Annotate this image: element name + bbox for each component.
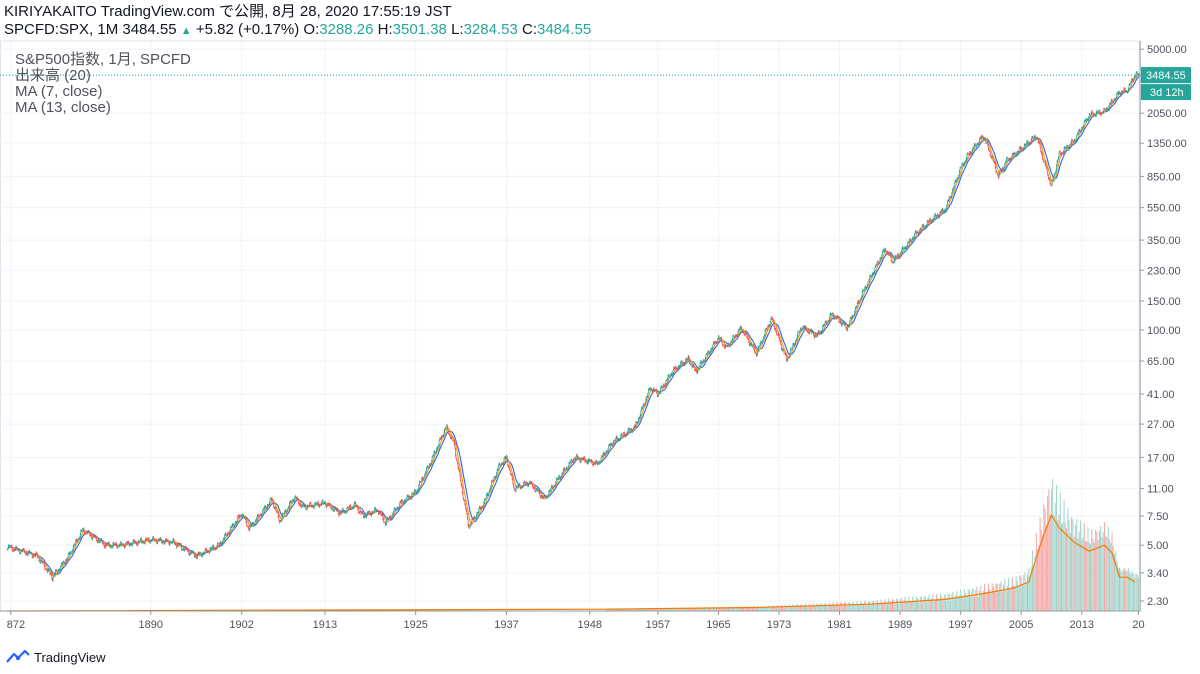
x-tick-label: 1890 — [139, 619, 163, 631]
close-label: C: — [522, 21, 537, 38]
open-value: 3288.26 — [319, 21, 374, 38]
x-tick-label: 1913 — [313, 619, 337, 631]
y-tick-label: 5000.00 — [1147, 44, 1187, 56]
y-tick-label: 27.00 — [1147, 419, 1175, 431]
legend-title[interactable]: S&P500指数, 1月, SPCFD — [15, 51, 191, 68]
x-tick-label: 1981 — [827, 619, 851, 631]
legend-ma13[interactable]: MA (13, close) — [15, 99, 111, 116]
y-tick-label: 150.00 — [1147, 296, 1181, 308]
x-tick-label: 1957 — [646, 619, 670, 631]
legend-ma7[interactable]: MA (7, close) — [15, 83, 103, 100]
time-axis: 872 1890 1902 1913 1925 1937 1948 1957 1965 1973 1… — [0, 610, 1145, 631]
x-tick-label: 1937 — [494, 619, 518, 631]
x-tick-label: 20 — [1132, 619, 1144, 631]
x-tick-label: 2013 — [1069, 619, 1093, 631]
x-tick-label: 2005 — [1009, 619, 1033, 631]
price-axis: 5000.003450.002050.001350.00850.00550.00… — [1139, 41, 1191, 611]
price-series — [0, 70, 1140, 582]
y-tick-label: 100.00 — [1147, 325, 1181, 337]
x-tick-label: 1997 — [948, 619, 972, 631]
tradingview-brand-text: TradingView — [34, 649, 106, 665]
countdown-badge-bg — [1141, 84, 1191, 101]
x-tick-label: 1902 — [229, 619, 253, 631]
legend-volume[interactable]: 出来高 (20) — [15, 67, 91, 84]
last-price-badge-bg — [1141, 67, 1191, 84]
high-value: 3501.38 — [392, 21, 447, 38]
y-tick-label: 850.00 — [1147, 171, 1181, 183]
x-tick-label: 1925 — [403, 619, 427, 631]
y-tick-label: 230.00 — [1147, 265, 1181, 277]
high-label: H: — [377, 21, 393, 38]
y-tick-label: 41.00 — [1147, 389, 1175, 401]
last-price: 3484.55 — [122, 21, 177, 38]
chart-header-line1: KIRIYAKAITO TradingView.com で公開, 8月 28, … — [4, 3, 452, 20]
tradingview-logo[interactable]: TradingView — [6, 648, 106, 666]
x-tick-label: 1965 — [706, 619, 730, 631]
ma7-line — [6, 73, 1140, 577]
countdown-badge: 3d 12h — [1150, 87, 1184, 99]
y-tick-label: 350.00 — [1147, 235, 1181, 247]
y-tick-label: 1350.00 — [1147, 138, 1187, 150]
symbol-label: SPCFD:SPX, 1M — [4, 21, 119, 38]
chart-header-ohlc: SPCFD:SPX, 1M 3484.55 ▲ +5.82 (+0.17%) O… — [4, 21, 591, 40]
x-tick-label: 1989 — [888, 619, 912, 631]
close-value: 3484.55 — [537, 21, 592, 38]
y-tick-label: 550.00 — [1147, 203, 1181, 215]
open-label: O: — [303, 21, 320, 38]
volume-ma-line — [6, 513, 1136, 612]
x-tick-label: 1948 — [578, 619, 602, 631]
tradingview-logo-icon — [6, 650, 30, 663]
y-tick-label: 7.50 — [1147, 511, 1168, 523]
plot-frame — [0, 40, 1141, 612]
ma13-line — [6, 75, 1140, 575]
x-tick-label: 1973 — [767, 619, 791, 631]
low-value: 3284.53 — [463, 21, 518, 38]
chart-grid — [0, 40, 1141, 612]
up-triangle-icon: ▲ — [180, 25, 192, 37]
y-tick-label: 2050.00 — [1147, 108, 1187, 120]
y-tick-label: 17.00 — [1147, 452, 1175, 464]
volume-bars — [6, 478, 1139, 612]
low-label: L: — [451, 21, 464, 38]
y-tick-label: 11.00 — [1147, 484, 1174, 496]
y-tick-label: 3.40 — [1147, 568, 1168, 580]
y-tick-label: 5.00 — [1147, 540, 1168, 552]
price-change: +5.82 (+0.17%) — [195, 21, 300, 38]
last-price-badge: 3484.55 — [1146, 70, 1186, 82]
x-tick-label: 872 — [7, 619, 25, 631]
y-tick-label: 2.30 — [1147, 596, 1168, 608]
y-tick-label: 65.00 — [1147, 356, 1175, 368]
